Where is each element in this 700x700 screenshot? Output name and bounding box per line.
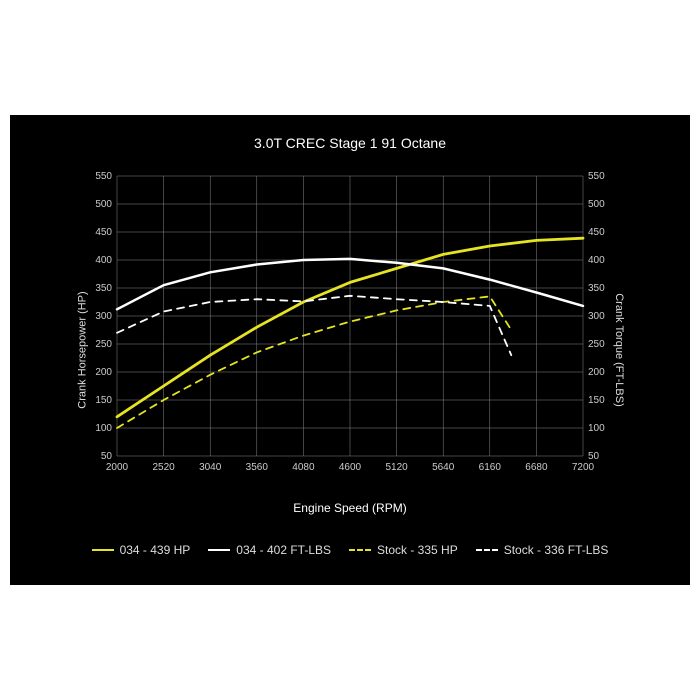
x-axis-label: Engine Speed (RPM) <box>10 501 690 515</box>
svg-text:150: 150 <box>95 395 112 406</box>
svg-text:250: 250 <box>588 339 605 350</box>
svg-text:5640: 5640 <box>432 462 455 473</box>
svg-text:6160: 6160 <box>479 462 502 473</box>
svg-text:500: 500 <box>588 199 605 210</box>
svg-text:50: 50 <box>101 451 113 462</box>
svg-text:100: 100 <box>588 423 605 434</box>
legend-swatch <box>92 549 114 551</box>
svg-text:3040: 3040 <box>199 462 222 473</box>
svg-text:200: 200 <box>588 367 605 378</box>
svg-text:550: 550 <box>95 171 112 182</box>
legend-item-tq_stock: Stock - 336 FT-LBS <box>476 543 609 557</box>
svg-text:500: 500 <box>95 199 112 210</box>
legend-label: 034 - 402 FT-LBS <box>236 543 331 557</box>
legend-label: 034 - 439 HP <box>120 543 191 557</box>
svg-text:350: 350 <box>588 283 605 294</box>
svg-text:100: 100 <box>95 423 112 434</box>
svg-text:550: 550 <box>588 171 605 182</box>
svg-text:350: 350 <box>95 283 112 294</box>
chart-panel: 3.0T CREC Stage 1 91 Octane Crank Horsep… <box>10 115 690 585</box>
svg-text:4600: 4600 <box>339 462 362 473</box>
legend-label: Stock - 335 HP <box>377 543 458 557</box>
svg-text:3560: 3560 <box>246 462 269 473</box>
svg-text:400: 400 <box>588 255 605 266</box>
svg-text:7200: 7200 <box>572 462 595 473</box>
chart-title: 3.0T CREC Stage 1 91 Octane <box>10 135 690 151</box>
legend-item-hp_stock: Stock - 335 HP <box>349 543 458 557</box>
svg-text:5120: 5120 <box>385 462 408 473</box>
svg-text:150: 150 <box>588 395 605 406</box>
chart-legend: 034 - 439 HP 034 - 402 FT-LBS Stock - 335 … <box>10 543 690 557</box>
svg-text:2000: 2000 <box>106 462 129 473</box>
svg-text:300: 300 <box>588 311 605 322</box>
legend-label: Stock - 336 FT-LBS <box>504 543 609 557</box>
svg-text:6680: 6680 <box>525 462 548 473</box>
plot-area: 50 50 100 100 150 150 200 200 250 250 300 300 350 350… <box>85 170 615 480</box>
y-right-axis-label: Crank Torque (FT-LBS) <box>613 293 625 407</box>
legend-swatch <box>208 549 230 551</box>
plot-svg: 50 50 100 100 150 150 200 200 250 250 300 300 350 350… <box>85 170 615 480</box>
svg-text:450: 450 <box>95 227 112 238</box>
svg-text:300: 300 <box>95 311 112 322</box>
svg-text:400: 400 <box>95 255 112 266</box>
svg-text:250: 250 <box>95 339 112 350</box>
svg-text:2520: 2520 <box>152 462 175 473</box>
legend-item-tq_034: 034 - 402 FT-LBS <box>208 543 331 557</box>
page-frame: 3.0T CREC Stage 1 91 Octane Crank Horsep… <box>0 0 700 700</box>
svg-text:450: 450 <box>588 227 605 238</box>
legend-swatch <box>476 549 498 551</box>
svg-text:200: 200 <box>95 367 112 378</box>
svg-text:4080: 4080 <box>292 462 315 473</box>
legend-swatch <box>349 549 371 551</box>
legend-item-hp_034: 034 - 439 HP <box>92 543 191 557</box>
svg-text:50: 50 <box>588 451 600 462</box>
